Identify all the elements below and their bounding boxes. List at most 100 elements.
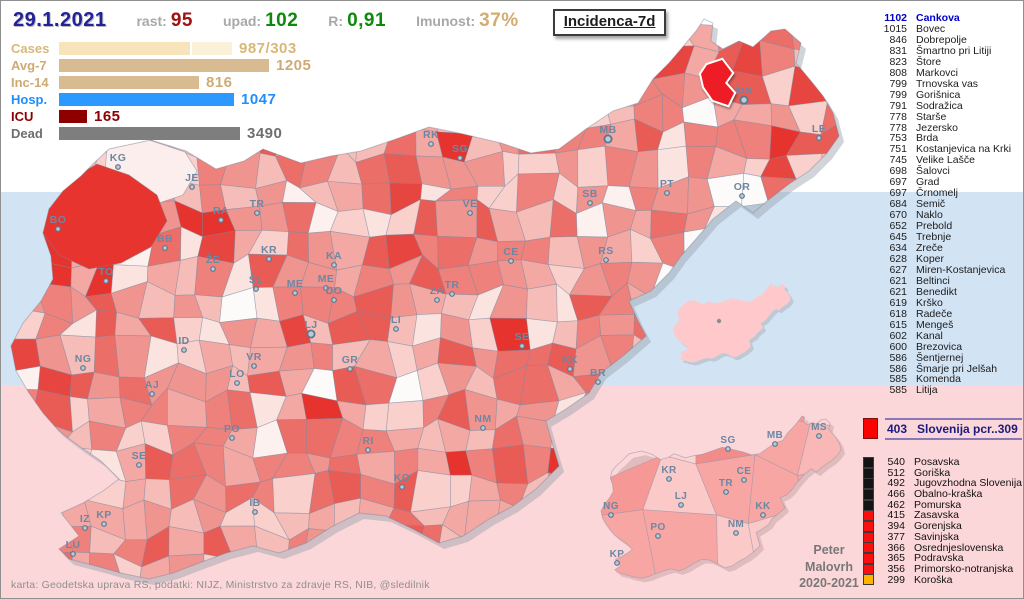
municipality-list-item[interactable]: 586 Šentjernej [875,352,1023,364]
legend-region-row[interactable]: 492 Jugovzhodna Slovenija [863,478,1023,490]
municipality-cell[interactable] [113,553,142,593]
municipality-list-item[interactable]: 698 Šalovci [875,166,1023,177]
legend-region-row[interactable]: 365 Podravska [863,553,1023,565]
region-value: 299 [887,573,905,586]
municipality-cell[interactable] [220,149,261,189]
legend-national-row[interactable]: 403 Slovenija pcr..309 [863,418,1023,440]
municipality-list-item[interactable]: 745 Velike Lašče [875,155,1023,166]
municipality-list-item[interactable]: 831 Šmartno pri Litiji [875,45,1023,57]
municipality-list-item[interactable]: 670 Naklo [875,210,1023,221]
municipality-cell[interactable] [95,309,117,338]
municipality-cell[interactable] [272,473,316,514]
region-cell[interactable] [801,354,868,428]
municipality-bovec[interactable] [42,163,168,270]
municipality-list-item[interactable]: 615 Mengeš [875,319,1023,331]
municipality-list-item[interactable]: 799 Gorišnica [875,89,1023,101]
stat-imunost: Imunost: 37% [416,10,519,32]
municipality-cell[interactable] [517,152,560,175]
legend-region-row[interactable]: 462 Pomurska [863,500,1023,511]
city-marker-icon [266,256,272,262]
municipality-cell[interactable] [788,65,830,107]
municipality-cell[interactable] [60,445,93,474]
municipality-list-item[interactable]: 1015 Bovec [875,24,1023,35]
municipality-list-item[interactable]: 753 Brda [875,133,1023,144]
municipality-cell[interactable] [465,429,496,452]
municipality-list-item[interactable]: 585 Litija [875,385,1023,396]
municipality-cell[interactable] [526,283,558,323]
municipality-value: 600 [889,340,907,353]
municipality-name: Zreče [916,242,943,255]
municipality-list-item[interactable]: 585 Komenda [875,374,1023,385]
municipality-list-item[interactable]: 645 Trebnje [875,232,1023,243]
municipality-list-item[interactable]: 600 Brezovica [875,340,1023,353]
municipality-list-item[interactable]: 634 Zreče [875,243,1023,254]
city-marker-icon [567,366,573,372]
municipality-cell[interactable] [327,469,362,505]
svg-text:KK: KK [562,354,578,366]
municipality-cell[interactable] [788,11,826,55]
municipality-list-item[interactable]: 621 Benedikt [875,286,1023,298]
legend-region-row[interactable]: 299 Koroška [863,573,1023,586]
municipality-list-item[interactable]: 697 Črnomelj [875,188,1023,199]
municipality-list-item[interactable]: 619 Krško [875,297,1023,309]
incidence-mode-button[interactable]: Incidenca-7d [552,9,667,36]
city-marker-icon [739,95,749,105]
city-marker-icon [664,190,670,196]
municipality-list-item[interactable]: 823 Štore [875,56,1023,68]
municipality-list-item[interactable]: 586 Šmarje pri Jelšah [875,363,1023,375]
municipality-cell[interactable] [7,365,41,391]
municipality-cell[interactable] [7,388,39,420]
municipality-name: Šalovci [916,165,950,178]
municipality-cell[interactable] [310,342,334,371]
map-label-ms: MS [736,85,752,105]
municipality-cell[interactable] [598,313,635,336]
stat-upad: upad: 102 [223,10,298,32]
municipality-cell[interactable] [577,145,609,188]
municipality-list-item[interactable]: 778 Jezersko [875,122,1023,134]
municipality-cell[interactable] [385,400,424,432]
municipality-name: Črnomelj [916,187,959,200]
municipality-list-item[interactable]: 1102 Cankova [875,13,1023,24]
legend-region-row[interactable]: 377 Savinjska [863,532,1023,543]
legend-region-row[interactable]: 466 Obalno-kraška [863,489,1023,500]
municipality-cell[interactable] [362,402,390,432]
legend-region-row[interactable]: 394 Gorenjska [863,521,1023,532]
legend-region-row[interactable]: 512 Goriška [863,467,1023,479]
municipality-list-item[interactable]: 627 Miren-Kostanjevica [875,264,1023,276]
municipality-cell[interactable] [598,63,635,107]
municipality-list-item[interactable]: 618 Radeče [875,308,1023,320]
svg-text:LO: LO [229,368,244,380]
municipality-list-item[interactable]: 778 Starše [875,111,1023,123]
region-color-swatch [863,553,874,565]
municipality-list-item[interactable]: 628 Koper [875,254,1023,265]
svg-text:MB: MB [767,430,783,441]
municipality-list-item[interactable]: 684 Semič [875,199,1023,210]
municipality-list-item[interactable]: 846 Dobrepolje [875,34,1023,46]
municipality-list-item[interactable]: 621 Beltinci [875,275,1023,287]
legend-region-row[interactable]: 356 Primorsko-notranjska [863,564,1023,575]
municipality-cell[interactable] [820,120,848,155]
municipality-list-item[interactable]: 602 Kanal [875,330,1023,342]
municipality-cell[interactable] [32,148,70,189]
municipality-cell[interactable] [137,555,171,593]
legend-region-row[interactable]: 366 Osrednjeslovenska [863,542,1023,554]
municipality-list-item[interactable]: 808 Markovci [875,67,1023,79]
municipality-list-item[interactable]: 751 Kostanjevica na Krki [875,144,1023,155]
map-label-kp: KP [610,549,624,566]
legend-region-row[interactable]: 540 Posavska [863,457,1023,468]
legend-region-row[interactable]: 415 Zasavska [863,510,1023,522]
city-marker-icon [331,262,337,268]
region-cell[interactable] [746,354,811,424]
municipality-list-item[interactable]: 697 Grad [875,177,1023,188]
municipality-list-item[interactable]: 652 Prebold [875,221,1023,232]
municipality-list-item[interactable]: 791 Sodražica [875,100,1023,112]
inset-country-silhouette[interactable] [673,283,791,363]
municipality-cankova-highlight[interactable] [698,57,737,108]
municipality-cell[interactable] [410,470,451,513]
municipality-cell[interactable] [8,281,46,314]
municipality-cell[interactable] [385,524,425,564]
municipality-cell[interactable] [492,444,529,485]
municipality-cell[interactable] [31,389,73,433]
municipality-list-item[interactable]: 799 Trnovska vas [875,78,1023,90]
map-label-ve: VE [463,198,477,216]
